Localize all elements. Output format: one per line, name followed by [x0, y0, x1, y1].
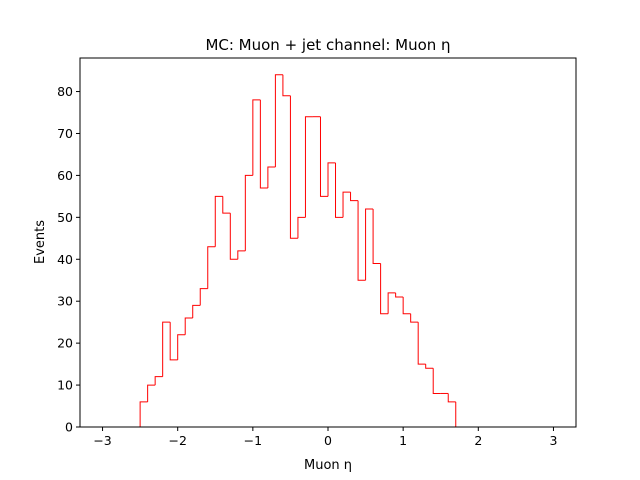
y-axis-label: Events [33, 220, 48, 264]
histogram-bin [357, 200, 366, 281]
histogram-bin [177, 334, 186, 360]
histogram-bin [327, 162, 336, 197]
histogram-bin [192, 304, 201, 318]
histogram-bin [229, 213, 238, 260]
histogram-bin [335, 162, 344, 218]
histogram-bin [252, 99, 261, 176]
histogram-bin [425, 364, 434, 369]
histogram-bin [237, 250, 246, 260]
histogram-bin [207, 246, 216, 289]
histogram-bin [154, 376, 163, 386]
y-tick-label: 0 [65, 420, 73, 435]
histogram-bin [319, 116, 328, 197]
histogram-bin [395, 292, 404, 298]
y-tick-label: 10 [57, 378, 73, 393]
histogram-bin [417, 322, 426, 365]
histogram-bin [289, 95, 298, 239]
histogram-bin [342, 191, 351, 218]
histogram-bin [214, 195, 223, 247]
y-tick-label: 40 [57, 252, 73, 267]
y-tick-label: 70 [57, 126, 73, 141]
histogram-bin [410, 313, 419, 323]
y-tick-label: 80 [57, 84, 73, 99]
chart-title: MC: Muon + jet channel: Muon η [205, 36, 450, 54]
x-tick-label: 2 [474, 433, 482, 448]
histogram-bin [169, 322, 178, 361]
histogram-bin [199, 288, 208, 306]
y-tick-label: 60 [57, 168, 73, 183]
x-tick-label: −3 [93, 433, 111, 448]
histogram-bin [274, 74, 283, 168]
histogram-bin [372, 208, 381, 264]
histogram-bin [282, 74, 291, 97]
x-tick-label: −2 [168, 433, 186, 448]
plot-frame [79, 57, 577, 428]
y-tick-label: 30 [57, 294, 73, 309]
histogram-bin [162, 321, 171, 377]
y-tick-label: 20 [57, 336, 73, 351]
histogram-bin [184, 317, 193, 335]
histogram-bin [259, 99, 268, 189]
histogram-bin [447, 393, 456, 403]
histogram-bin [304, 116, 313, 218]
histogram-bin [455, 401, 464, 428]
histogram-bin [432, 368, 441, 394]
histogram-bin [387, 292, 396, 314]
x-tick-label: 1 [399, 433, 407, 448]
histogram-bin [244, 174, 253, 251]
histogram-bin [139, 401, 148, 427]
x-tick-label: 0 [324, 433, 332, 448]
histogram-bin [147, 384, 156, 402]
x-tick-label: 3 [549, 433, 557, 448]
histogram-bin [297, 216, 306, 239]
histogram-bin [402, 297, 411, 315]
histogram-bin [222, 196, 231, 214]
histogram-bin [267, 166, 276, 188]
histogram-bin [380, 263, 389, 315]
histogram-bin [365, 208, 374, 281]
histogram-bin [350, 192, 359, 202]
x-axis-label: Muon η [304, 458, 352, 473]
x-tick-label: −1 [244, 433, 262, 448]
y-tick-label: 50 [57, 210, 73, 225]
